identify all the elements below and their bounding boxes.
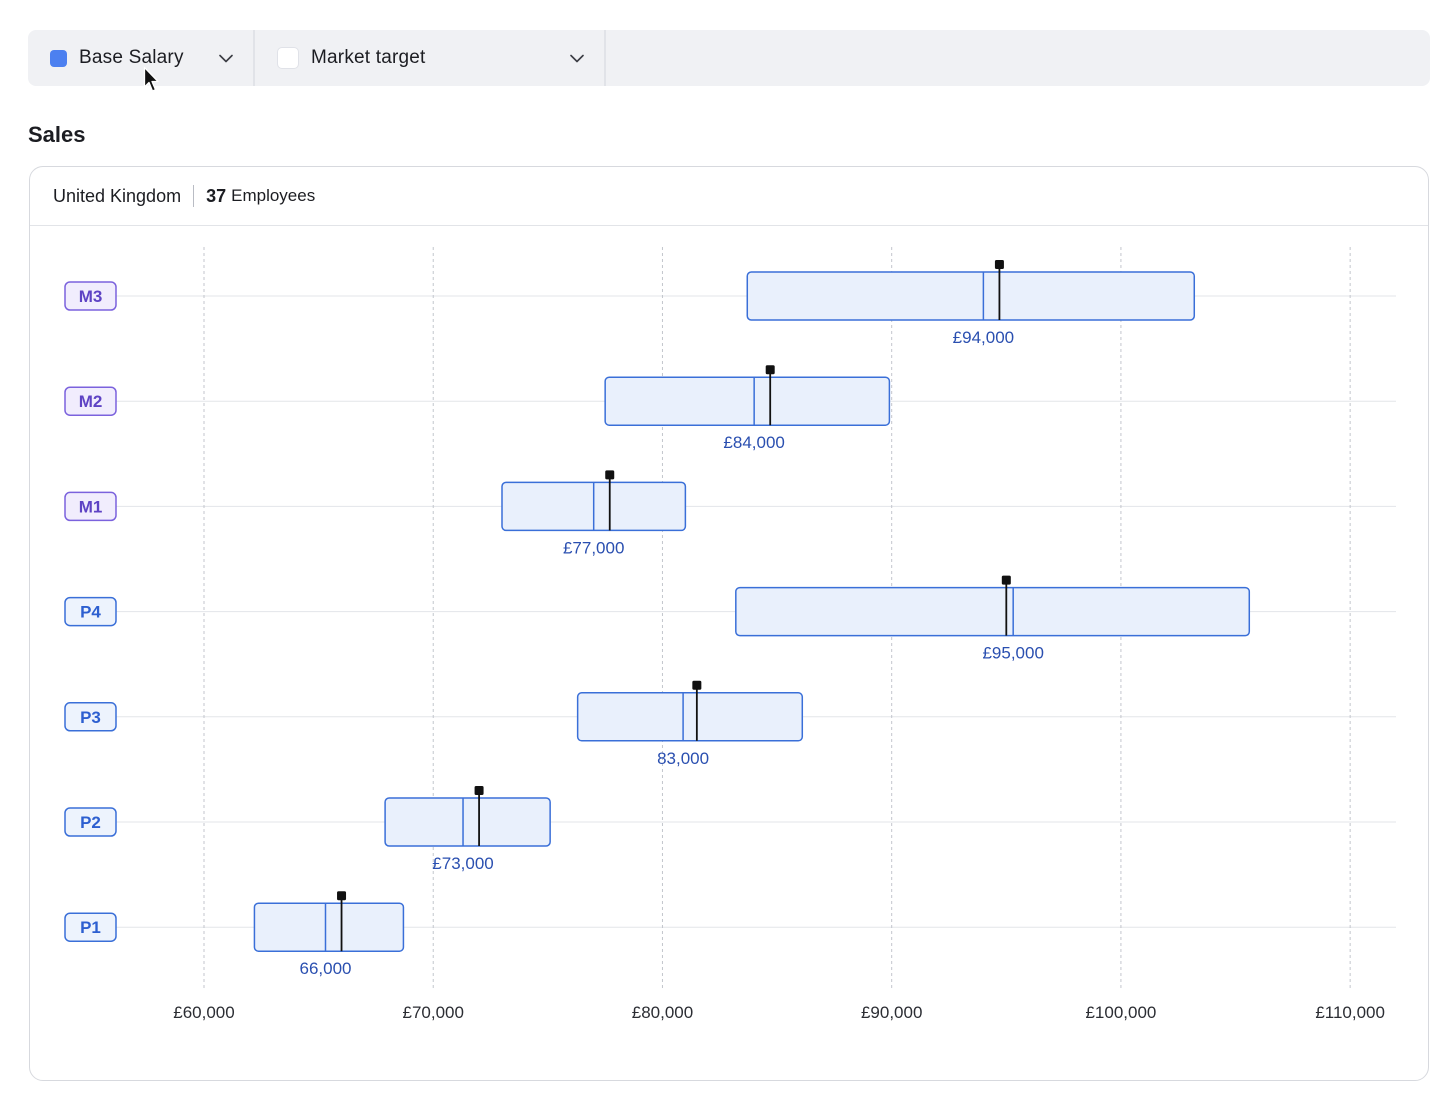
salary-band-card: United Kingdom 37 Employees £60,000 £70,0… [29,166,1429,1081]
grade-pill-label: P1 [80,918,101,937]
median-value-label: £73,000 [432,854,493,873]
grade-pill-background [64,912,117,942]
market-marker-dot [1001,575,1011,585]
chevron-down-icon [570,54,584,62]
salary-range-box [604,376,891,426]
filter-toolbar: Base Salary Market target [28,30,1430,86]
salary-range-box [746,271,1196,321]
market-marker-dot [692,680,702,690]
section-title: Sales [28,122,86,147]
grade-pill-label: P2 [80,813,101,832]
median-value-label: £84,000 [723,433,784,452]
grade-pill-m3: M3 [64,281,117,311]
median-value-label: 66,000 [299,959,351,978]
grade-pill-p4: P4 [64,596,117,627]
market-marker-dot [994,260,1004,269]
grade-pill-label: P4 [80,603,101,622]
grade-pill-p1: P1 [64,912,117,942]
salary-range-box [735,586,1251,637]
comparison-checkbox[interactable] [277,47,299,69]
median-value-label: £77,000 [563,538,624,557]
grade-pill-background [64,702,117,732]
card-header: United Kingdom 37 Employees [30,167,1428,226]
grade-pill-background [64,491,117,522]
grade-pill-m2: M2 [64,386,117,416]
grade-pill-background [64,281,117,311]
x-tick-label: £90,000 [861,1003,922,1022]
grade-pill-m1: M1 [64,491,117,522]
chevron-down-icon [219,54,233,62]
metric-dropdown-label: Base Salary [79,47,184,68]
grade-pill-label: M3 [79,287,103,306]
x-tick-label: £100,000 [1085,1003,1156,1022]
x-tick-label: £110,000 [1315,1003,1385,1022]
mouse-pointer-icon [143,66,159,92]
metric-dropdown[interactable]: Base Salary [28,30,255,86]
median-value-label: £95,000 [982,644,1043,663]
salary-range-chart: £60,000 £70,000 £80,000 £90,000 £100,000 £110… [64,247,1396,1022]
x-tick-label: £60,000 [173,1003,234,1022]
metric-color-swatch [50,49,67,67]
grade-pill-label: P3 [80,708,101,727]
market-marker-dot [474,786,484,795]
employee-label: Employees [231,186,316,205]
grade-pill-background [64,386,117,416]
market-marker-dot [765,365,775,375]
comparison-dropdown-label: Market target [311,47,426,68]
median-value-label: £94,000 [953,328,1014,347]
grade-pill-label: M2 [79,392,103,411]
grade-pill-label: M1 [79,497,103,516]
median-value-label: 83,000 [657,749,709,768]
salary-range-box [253,902,405,952]
market-marker-dot [337,891,347,901]
x-tick-label: £80,000 [632,1003,693,1022]
employee-count: 37 [206,185,227,206]
grade-pill-p3: P3 [64,702,117,732]
comparison-dropdown[interactable]: Market target [255,30,606,86]
market-marker-dot [605,470,615,480]
header-divider [193,185,195,207]
grade-pill-background [64,596,117,627]
location-label: United Kingdom [53,185,182,206]
x-tick-label: £70,000 [403,1003,464,1022]
grade-pill-p2: P2 [64,807,117,837]
salary-range-box [384,797,551,847]
salary-range-box [576,692,804,742]
grade-pill-background [64,807,117,837]
